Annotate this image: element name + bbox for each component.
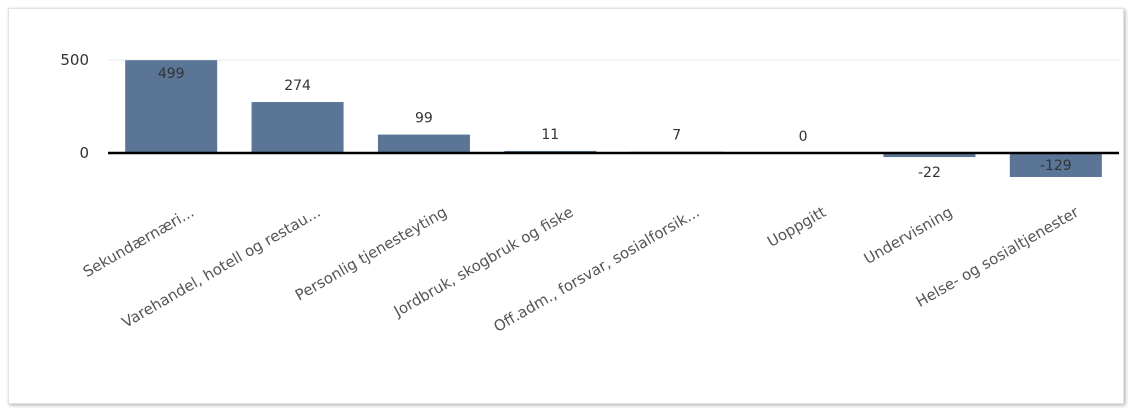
bar	[125, 60, 218, 153]
data-label: 99	[415, 111, 433, 127]
data-label: -22	[918, 165, 941, 181]
data-label: 274	[284, 78, 311, 94]
chart-frame: 500 0 499 274 99 11 7 0 -22 -129 Sekundærnæri...…	[8, 8, 1124, 404]
bars	[125, 60, 1102, 177]
data-label: 0	[799, 129, 808, 145]
category-label: Varehandel, hotell og restau...	[119, 203, 324, 332]
data-label: 499	[158, 66, 185, 82]
bar	[1009, 153, 1102, 177]
category-label: Undervisning	[861, 203, 956, 268]
bar	[251, 102, 344, 153]
y-tick-label: 0	[79, 144, 89, 162]
bar	[377, 134, 470, 153]
bar-chart: 500 0 499 274 99 11 7 0 -22 -129 Sekundærnæri...…	[60, 51, 1119, 336]
data-label: 7	[672, 128, 681, 144]
category-label: Sekundærnæri...	[80, 203, 197, 281]
data-label: -129	[1040, 158, 1072, 174]
bar	[883, 153, 976, 158]
data-labels: 499 274 99 11 7 0 -22 -129	[158, 66, 1072, 181]
axes: 500 0	[60, 51, 1119, 162]
data-label: 11	[541, 127, 559, 143]
category-labels: Sekundærnæri...Varehandel, hotell og res…	[80, 202, 1083, 335]
category-label: Off.adm., forsvar, sosialforsik...	[490, 203, 702, 336]
category-label: Uoppgitt	[764, 203, 829, 251]
y-tick-label: 500	[60, 51, 89, 69]
